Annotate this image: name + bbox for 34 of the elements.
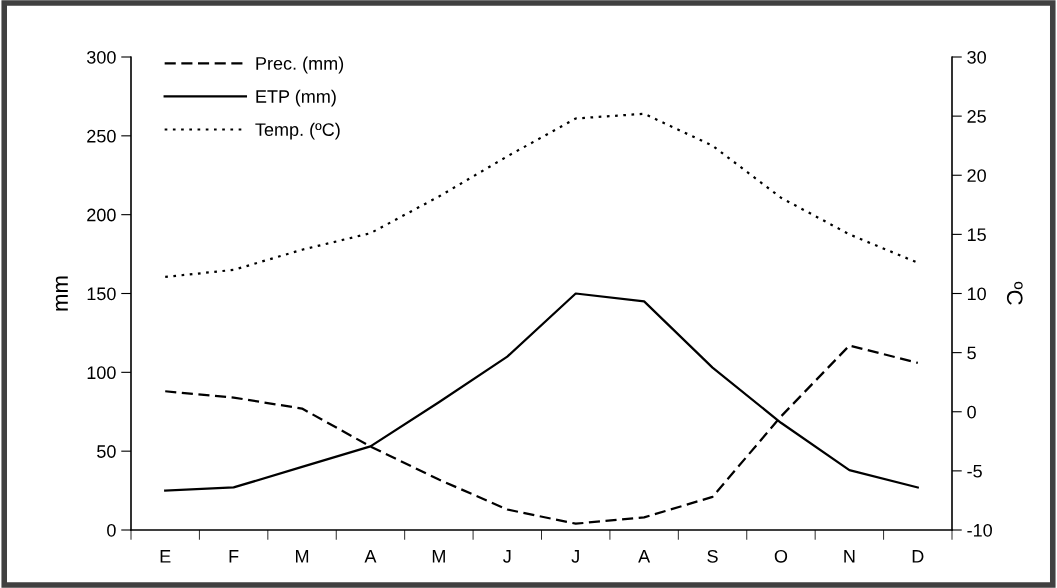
legend-label: Temp. (ºC) [255, 122, 340, 140]
x-tick-label: J [571, 550, 579, 563]
y2-axis-title: ºC [1006, 281, 1023, 305]
y-tick-label: 250 [87, 129, 116, 143]
y-tick-label: 0 [107, 523, 116, 537]
x-tick-label: A [364, 550, 377, 563]
y2-tick-label: -10 [967, 523, 992, 537]
y-tick-label: 150 [87, 287, 116, 301]
x-tick-label: M [296, 550, 309, 563]
y2-tick-label: 30 [967, 50, 986, 64]
legend-label: Prec. (mm) [256, 56, 344, 74]
x-tick-label: D [912, 550, 924, 563]
x-tick-label: F [229, 550, 239, 563]
y2-tick-label: 0 [967, 405, 976, 419]
x-tick-label: S [707, 549, 718, 563]
x-tick-label: N [844, 550, 855, 563]
y-tick-label: 200 [87, 208, 116, 222]
x-tick-label: E [160, 550, 171, 563]
line-series [164, 112, 919, 279]
x-tick-label: M [432, 550, 445, 563]
y2-tick-label: 15 [967, 228, 986, 242]
x-tick-label: O [774, 549, 788, 563]
y2-tick-label: 25 [967, 110, 986, 123]
y-tick-label: 300 [86, 50, 116, 64]
y2-tick-label: -5 [967, 465, 982, 478]
y2-tick-label: 20 [967, 169, 986, 182]
y2-tick-label: 5 [967, 346, 976, 360]
y-axis-title: mm [55, 276, 68, 311]
x-tick-label: A [638, 550, 651, 563]
y-tick-label: 50 [97, 445, 116, 458]
y2-tick-label: 10 [967, 287, 986, 301]
y-tick-label: 100 [87, 366, 116, 380]
legend-label: ETP (mm) [256, 89, 336, 107]
x-tick-label: J [503, 550, 511, 563]
